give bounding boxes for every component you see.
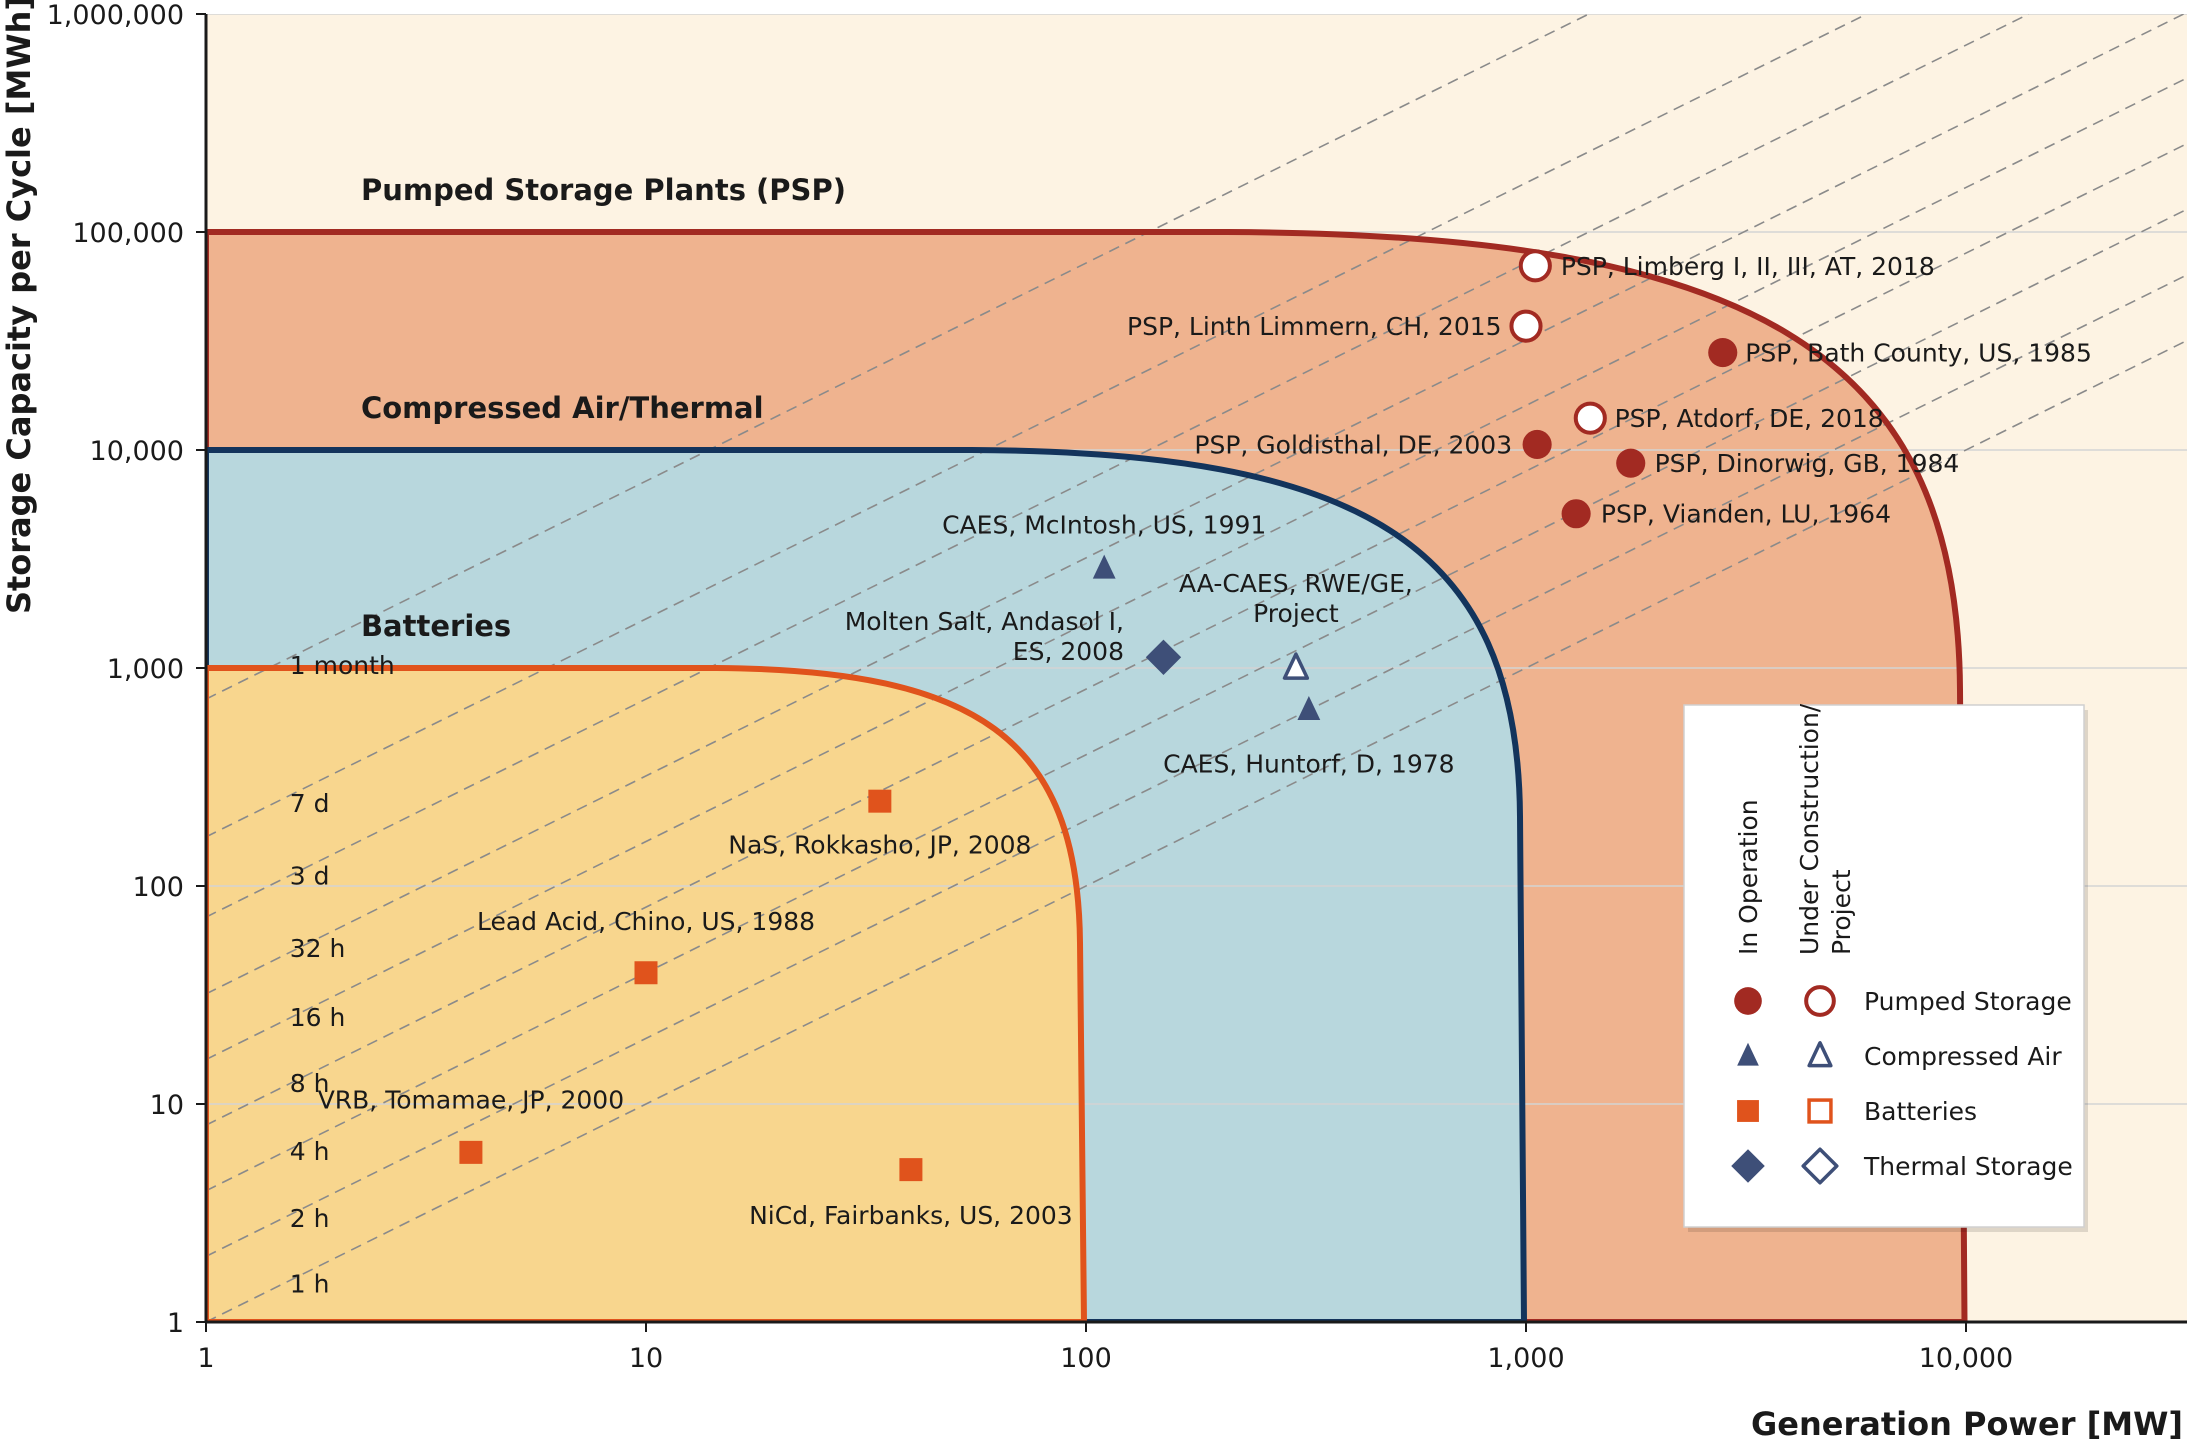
data-point-psp-dinorwig-gb-1984 [1616, 448, 1646, 478]
data-point-caes-huntorf-d-1978 [1297, 696, 1321, 721]
data-label: CAES, McIntosh, US, 1991 [942, 511, 1266, 540]
data-point-psp-atdorf-de-2018 [1573, 401, 1607, 435]
legend-label-psp: Pumped Storage [1864, 987, 2072, 1016]
region-boundary-psp [206, 229, 1968, 1322]
data-label: PSP, Bath County, US, 1985 [1745, 339, 2092, 368]
data-label: Project [1253, 599, 1339, 628]
data-point-lead-acid-chino-us-1988 [634, 961, 658, 985]
region-bat [206, 668, 1084, 1322]
y-tick-label: 100,000 [72, 218, 184, 249]
data-label: PSP, Linth Limmern, CH, 2015 [1127, 312, 1502, 341]
x-axis-title: Generation Power [MW] [1751, 1405, 2183, 1443]
region-boundary-caes [206, 447, 1528, 1322]
y-tick-label: 1,000,000 [47, 0, 184, 31]
data-point-caes-mcintosh-us-1991 [1092, 554, 1116, 579]
duration-line [206, 14, 1590, 700]
x-tick-label: 10,000 [1919, 1343, 2013, 1374]
region-label-psp: Pumped Storage Plants (PSP) [361, 173, 846, 207]
duration-line [206, 14, 1868, 838]
data-label: Molten Salt, Andasol I, [845, 607, 1124, 636]
data-label: CAES, Huntorf, D, 1978 [1163, 749, 1454, 778]
data-point-aa-caes-rwe-ge-project [1282, 652, 1310, 680]
duration-label: 32 h [290, 934, 346, 963]
data-label: Lead Acid, Chino, US, 1988 [477, 907, 815, 936]
legend-marker-operation-thermal [1731, 1149, 1765, 1183]
legend-marker-construction-bat [1807, 1098, 1833, 1124]
data-label: NaS, Rokkasho, JP, 2008 [728, 831, 1031, 860]
legend-header-under-construction: Under Construction/ [1795, 703, 1824, 955]
data-point-psp-goldisthal-de-2003 [1522, 429, 1552, 460]
y-axis-title: Storage Capacity per Cycle [MWh] [0, 0, 38, 614]
data-point-vrb-tomamae-jp-2000 [459, 1140, 483, 1164]
duration-line [206, 14, 2185, 995]
duration-label: 2 h [290, 1204, 330, 1233]
y-tick-label: 10,000 [90, 436, 184, 467]
duration-label: 16 h [290, 1003, 346, 1032]
y-tick-label: 100 [132, 872, 184, 903]
data-point-psp-linth-limmern-ch-2015 [1509, 309, 1543, 343]
legend-marker-construction-thermal [1801, 1147, 1839, 1185]
region-boundary-bat [206, 665, 1088, 1322]
duration-line [206, 14, 2030, 918]
legend-box [1683, 704, 2085, 1228]
region-label-bat: Batteries [361, 609, 511, 643]
data-label: PSP, Limberg I, II, III, AT, 2018 [1561, 252, 1935, 281]
legend-label-thermal: Thermal Storage [1863, 1152, 2073, 1181]
legend-marker-operation-bat [1737, 1100, 1759, 1122]
duration-label: 7 d [290, 789, 330, 818]
data-point-psp-bath-county-us-1985 [1708, 337, 1738, 368]
x-tick-label: 1,000 [1487, 1343, 1564, 1374]
legend-label-caes: Compressed Air [1864, 1042, 2062, 1071]
duration-label: 4 h [290, 1137, 330, 1166]
duration-label: 1 month [290, 651, 395, 680]
region-label-caes: Compressed Air/Thermal [361, 391, 764, 425]
legend-header-under-construction: Project [1827, 869, 1856, 955]
y-tick-label: 1 [167, 1308, 184, 1339]
x-tick-label: 10 [629, 1343, 663, 1374]
data-point-nas-rokkasho-jp-2008 [868, 789, 892, 813]
legend-marker-operation-caes [1737, 1042, 1759, 1066]
x-tick-label: 100 [1060, 1343, 1112, 1374]
data-point-psp-limberg-i-ii-iii-at-2018 [1518, 249, 1552, 283]
duration-line [206, 142, 2187, 1126]
legend-marker-construction-psp [1804, 985, 1836, 1017]
legend-label-bat: Batteries [1864, 1097, 1977, 1126]
data-label: PSP, Vianden, LU, 1964 [1601, 500, 1891, 529]
y-tick-label: 1,000 [107, 654, 184, 685]
duration-line [206, 339, 2187, 1322]
data-label: PSP, Atdorf, DE, 2018 [1615, 404, 1884, 433]
data-point-molten-salt-andasol-i-es-2008 [1145, 639, 1182, 675]
data-label: PSP, Dinorwig, GB, 1984 [1655, 449, 1960, 478]
data-point-nicd-fairbanks-us-2003 [899, 1158, 923, 1182]
data-label: AA-CAES, RWE/GE, [1179, 569, 1413, 598]
legend-header-in-operation: In Operation [1734, 799, 1763, 955]
data-label: VRB, Tomamae, JP, 2000 [318, 1085, 624, 1114]
data-label: ES, 2008 [1013, 637, 1124, 666]
duration-line [206, 77, 2187, 1061]
data-label: NiCd, Fairbanks, US, 2003 [749, 1201, 1073, 1230]
duration-line [206, 208, 2187, 1192]
y-tick-label: 10 [150, 1090, 184, 1121]
data-label: PSP, Goldisthal, DE, 2003 [1194, 430, 1512, 459]
legend: In Operation Under Construction/Project Pu… [1683, 703, 2088, 1232]
duration-label: 8 h [290, 1069, 330, 1098]
data-point-psp-vianden-lu-1964 [1561, 499, 1591, 529]
x-tick-label: 1 [197, 1343, 214, 1374]
legend-marker-construction-caes [1807, 1041, 1833, 1068]
duration-label: 1 h [290, 1270, 330, 1299]
duration-label: 3 d [290, 861, 330, 890]
legend-marker-operation-psp [1734, 987, 1762, 1015]
